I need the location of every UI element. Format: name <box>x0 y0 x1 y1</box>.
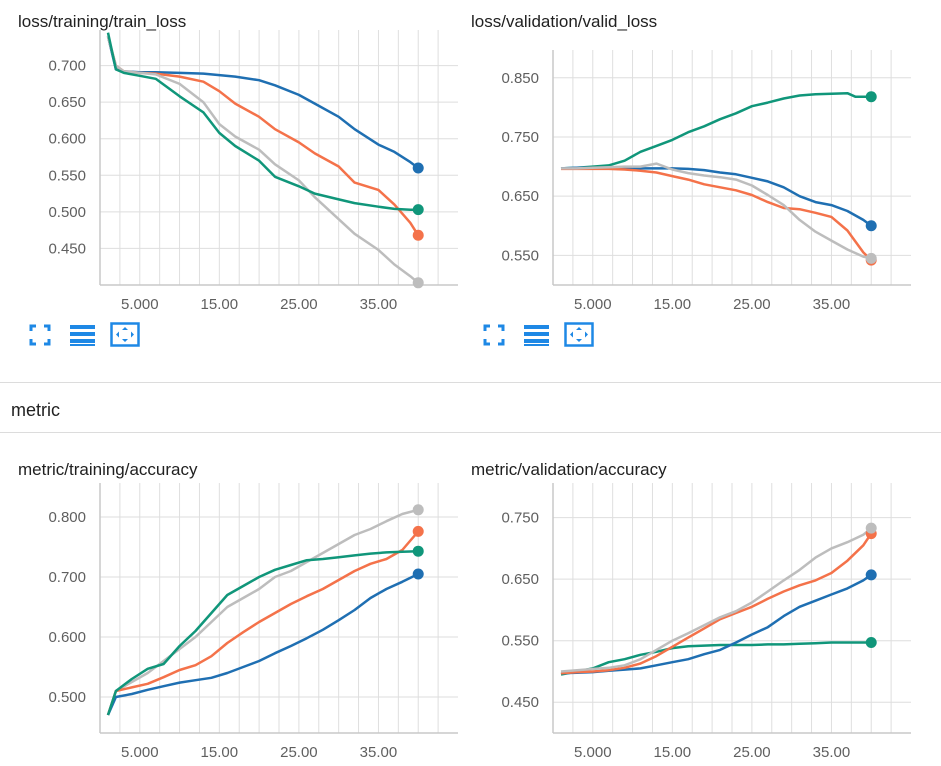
series-line <box>561 167 873 261</box>
fullscreen-icon[interactable] <box>28 323 52 347</box>
y-tick-label: 0.750 <box>501 129 539 146</box>
chart-title: loss/validation/valid_loss <box>471 12 658 31</box>
fullscreen-icon[interactable] <box>482 323 506 347</box>
y-tick-label: 0.700 <box>48 569 86 586</box>
y-tick-label: 0.850 <box>501 70 539 87</box>
data-selection-icon[interactable] <box>70 323 95 347</box>
series-line <box>106 530 420 716</box>
series-endpoint-marker <box>865 91 877 103</box>
series-line <box>106 549 419 716</box>
x-tick-label: 15.00 <box>201 296 239 313</box>
section-divider-bottom <box>0 432 941 433</box>
series-line <box>106 35 420 284</box>
series-endpoint-marker <box>412 504 424 516</box>
y-tick-label: 0.600 <box>48 131 86 148</box>
y-tick-label: 0.800 <box>48 509 86 526</box>
x-tick-label: 25.00 <box>733 296 771 313</box>
chart-card-train-accuracy: metric/training/accuracy 0.800 0.700 0.600… <box>0 448 470 766</box>
section-title[interactable]: metric <box>11 400 60 420</box>
y-tick-label: 0.650 <box>501 571 539 588</box>
y-tick-label: 0.450 <box>48 240 86 257</box>
series-endpoint-marker <box>865 522 877 534</box>
chart-valid-accuracy[interactable]: 0.750 0.650 0.550 0.450 5.000 15.00 25.00 35.00 <box>453 448 941 766</box>
x-tick-label: 35.00 <box>360 744 398 761</box>
series-line <box>560 91 872 170</box>
section-divider-top <box>0 382 941 383</box>
chart-title: loss/training/train_loss <box>18 12 187 31</box>
x-tick-label: 25.00 <box>733 744 771 761</box>
y-tick-label: 0.500 <box>48 204 86 221</box>
series-endpoint-marker <box>865 569 877 581</box>
chart-train-loss[interactable]: 0.700 0.650 0.600 0.550 0.500 0.450 5.000 15.00… <box>0 0 470 380</box>
series-endpoint-marker <box>412 277 424 289</box>
x-tick-label: 5.000 <box>121 296 159 313</box>
y-tick-label: 0.700 <box>48 58 86 75</box>
series-line <box>560 527 873 673</box>
series-line <box>560 641 872 676</box>
chart-card-valid-accuracy: metric/validation/accuracy 0.750 0.650 0.5… <box>453 448 941 766</box>
y-tick-label: 0.550 <box>501 633 539 650</box>
x-tick-label: 35.00 <box>360 296 398 313</box>
x-tick-label: 25.00 <box>280 296 318 313</box>
series-endpoint-marker <box>865 220 877 232</box>
series-endpoint-marker <box>412 229 424 241</box>
x-tick-label: 5.000 <box>121 744 159 761</box>
fit-domain-icon[interactable] <box>110 322 140 347</box>
series-endpoint-marker <box>412 568 424 580</box>
y-tick-label: 0.600 <box>48 629 86 646</box>
series-line <box>560 532 873 675</box>
series-endpoint-marker <box>412 162 424 174</box>
x-tick-label: 5.000 <box>574 296 612 313</box>
series-endpoint-marker <box>865 252 877 264</box>
fit-domain-icon[interactable] <box>564 322 594 347</box>
series-line <box>106 508 419 716</box>
y-tick-label: 0.750 <box>501 510 539 527</box>
data-selection-icon[interactable] <box>524 323 549 347</box>
y-tick-label: 0.500 <box>48 689 86 706</box>
y-tick-label: 0.550 <box>501 247 539 264</box>
chart-card-valid-loss: loss/validation/valid_loss 0.850 0.750 0.6… <box>453 0 941 380</box>
series-endpoint-marker <box>412 525 424 537</box>
x-tick-label: 35.00 <box>813 296 851 313</box>
series-endpoint-marker <box>865 637 877 649</box>
chart-title: metric/training/accuracy <box>18 460 198 479</box>
y-tick-label: 0.650 <box>48 94 86 111</box>
x-tick-label: 25.00 <box>280 744 318 761</box>
series-endpoint-marker <box>412 204 424 216</box>
y-tick-label: 0.650 <box>501 188 539 205</box>
series-line <box>560 573 872 675</box>
series-line <box>106 572 419 716</box>
chart-title: metric/validation/accuracy <box>471 460 667 479</box>
x-tick-label: 35.00 <box>813 744 851 761</box>
y-tick-label: 0.550 <box>48 167 86 184</box>
x-tick-label: 5.000 <box>574 744 612 761</box>
series-line <box>561 162 872 260</box>
chart-train-accuracy[interactable]: 0.800 0.700 0.600 0.500 5.000 15.00 25.00 35.00 <box>0 448 470 766</box>
series-line <box>106 32 419 211</box>
x-tick-label: 15.00 <box>654 744 692 761</box>
chart-valid-loss[interactable]: 0.850 0.750 0.650 0.550 5.000 15.00 25.00 35.00 <box>453 0 941 380</box>
chart-card-train-loss: loss/training/train_loss 0.700 0.650 0.600… <box>0 0 470 380</box>
x-tick-label: 15.00 <box>201 744 239 761</box>
series-endpoint-marker <box>412 545 424 557</box>
y-tick-label: 0.450 <box>501 694 539 711</box>
x-tick-label: 15.00 <box>654 296 692 313</box>
